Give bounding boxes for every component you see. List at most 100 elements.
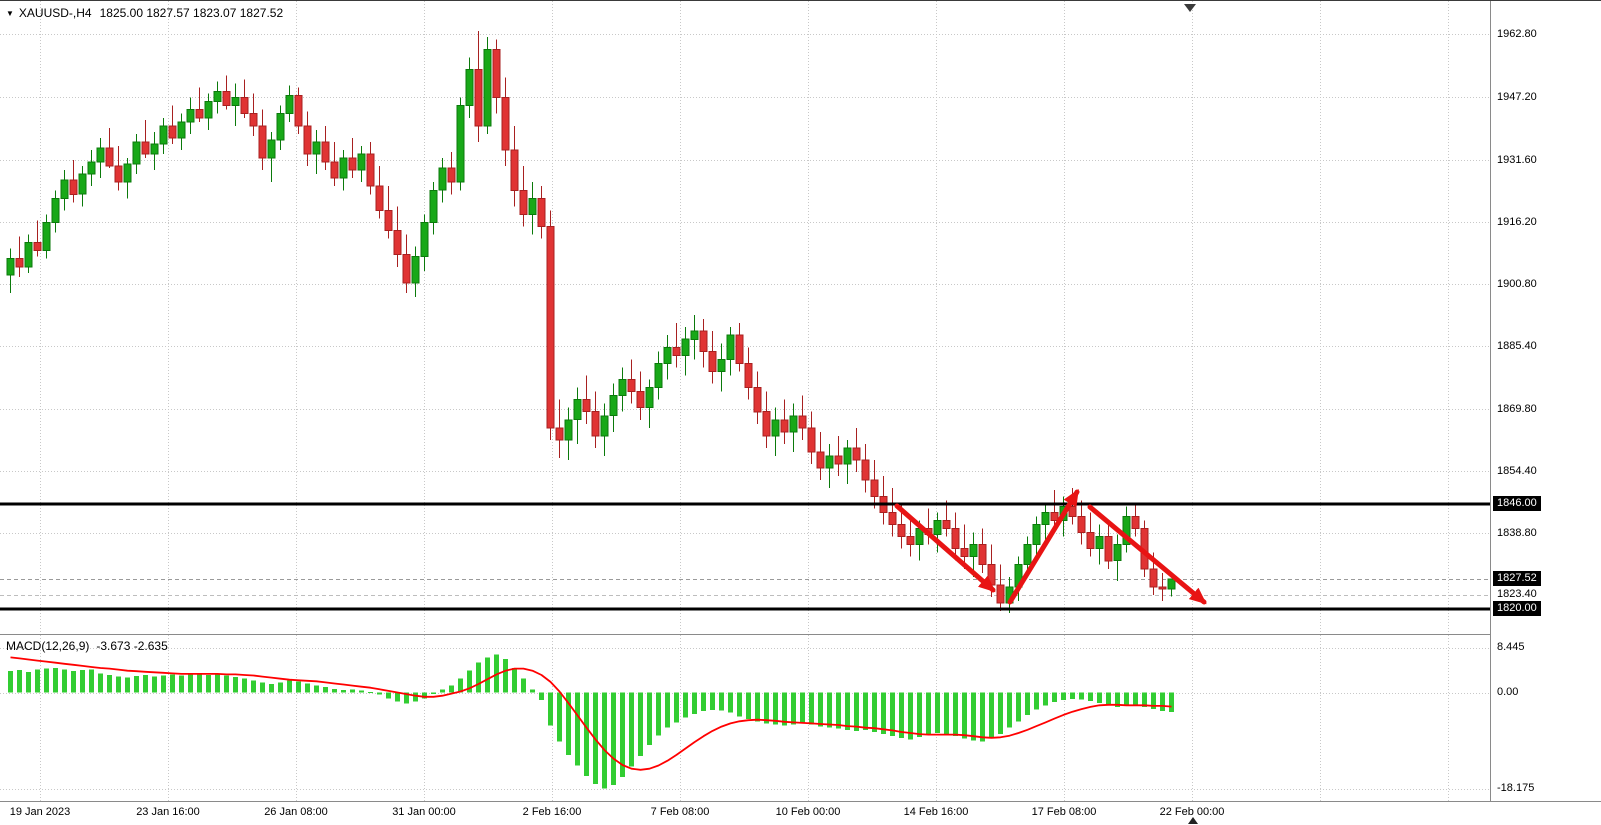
macd-bar <box>566 692 571 755</box>
resistance-1846-label: 1846.00 <box>1493 496 1541 512</box>
candle-body <box>249 113 258 127</box>
candle-body <box>393 230 402 256</box>
candle-body <box>555 427 564 441</box>
candle-body <box>726 334 735 360</box>
candle-body <box>708 350 717 372</box>
macd-bar <box>953 692 958 737</box>
time-axis[interactable]: 19 Jan 2023 23 Jan 16:00 26 Jan 08:00 31 Ja… <box>0 801 1601 825</box>
candle-body <box>177 121 186 139</box>
macd-values: -3.673 -2.635 <box>96 639 168 653</box>
macd-bar <box>539 692 544 700</box>
macd-bar <box>611 692 616 786</box>
macd-bar <box>881 692 886 735</box>
ohlc-values: 1825.00 1827.57 1823.07 1827.52 <box>99 6 284 20</box>
candle-body <box>573 399 582 421</box>
symbol-dropdown-icon[interactable]: ▼ <box>6 9 14 18</box>
macd-bar <box>674 692 679 723</box>
time-axis-label: 17 Feb 08:00 <box>1031 806 1097 818</box>
trend-arrow-2[interactable] <box>1007 489 1080 605</box>
price-chart-canvas[interactable] <box>0 1 1490 634</box>
candle-body <box>339 157 348 179</box>
candle-body <box>204 101 213 119</box>
candle-body <box>672 346 681 356</box>
macd-bar <box>899 692 904 738</box>
time-axis-label: 2 Feb 16:00 <box>522 806 582 818</box>
macd-bar <box>1124 692 1129 706</box>
macd-bar <box>782 692 787 726</box>
macd-bar <box>1160 692 1165 712</box>
macd-indicator-pane[interactable]: MACD(12,26,9) -3.673 -2.635 <box>0 634 1490 801</box>
candle-body <box>240 97 249 115</box>
chart-shift-marker-icon[interactable] <box>1184 4 1196 12</box>
macd-bar <box>80 670 85 693</box>
candle-body <box>645 387 654 409</box>
macd-bar <box>242 678 247 693</box>
macd-name: MACD(12,26,9) <box>6 639 90 653</box>
trend-arrow-1[interactable] <box>894 503 996 593</box>
macd-bar <box>188 674 193 693</box>
macd-bar <box>1142 692 1147 707</box>
candle-body <box>429 189 438 224</box>
candle-body <box>60 179 69 199</box>
macd-bar <box>827 692 832 728</box>
candle-body <box>510 149 519 191</box>
macd-bar <box>404 692 409 704</box>
candle-body <box>348 157 357 171</box>
candle-body <box>843 447 852 465</box>
macd-bar <box>107 675 112 693</box>
macd-bar <box>71 671 76 693</box>
macd-bar <box>1133 692 1138 705</box>
macd-canvas[interactable] <box>0 635 1490 801</box>
price-axis-label: 1947.20 <box>1497 90 1537 103</box>
chart-header: ▼ XAUUSD-,H4 1825.00 1827.57 1823.07 1827.… <box>6 6 283 20</box>
main-chart-pane[interactable]: ▼ XAUUSD-,H4 1825.00 1827.57 1823.07 1827.… <box>0 1 1490 634</box>
time-axis-label: 19 Jan 2023 <box>9 806 71 818</box>
macd-bar <box>359 690 364 693</box>
macd-bar <box>1151 692 1156 709</box>
candle-body <box>366 153 375 187</box>
macd-bar <box>476 662 481 693</box>
candle-body <box>96 147 105 163</box>
candle-body <box>1086 532 1095 550</box>
macd-bar <box>935 692 940 733</box>
macd-bar <box>647 692 652 746</box>
macd-bar <box>485 657 490 693</box>
candle-body <box>996 584 1005 604</box>
candle-body <box>1167 578 1176 590</box>
candle-body <box>474 69 483 127</box>
time-axis-label: 14 Feb 16:00 <box>903 806 969 818</box>
time-axis-label: 26 Jan 08:00 <box>264 806 328 818</box>
macd-bar <box>305 683 310 693</box>
macd-bar <box>980 692 985 742</box>
macd-bar <box>215 673 220 693</box>
macd-bar <box>35 669 40 693</box>
candle-body <box>591 411 600 437</box>
macd-axis-label: 8.445 <box>1497 640 1525 653</box>
candle-body <box>141 141 150 155</box>
macd-bar <box>692 692 697 714</box>
candle-body <box>1050 511 1059 521</box>
candle-body <box>159 125 168 145</box>
macd-bar <box>1007 692 1012 728</box>
candle-body <box>654 362 663 389</box>
candles <box>6 31 1176 614</box>
candle-body <box>816 451 825 469</box>
macd-bar <box>503 659 508 693</box>
candle-body <box>42 222 51 252</box>
candle-body <box>951 528 960 550</box>
macd-bar <box>8 671 13 693</box>
candle-body <box>888 511 897 525</box>
macd-bar <box>332 688 337 693</box>
macd-bar <box>755 692 760 722</box>
macd-bar <box>845 692 850 730</box>
macd-bar <box>737 692 742 717</box>
macd-bar <box>665 692 670 728</box>
candle-body <box>1032 524 1041 546</box>
candle-body <box>834 455 843 465</box>
price-axis[interactable]: 1962.80 1947.20 1931.60 1916.20 1900.80 1885.… <box>1490 1 1601 801</box>
trend-arrow-3[interactable] <box>1087 504 1207 605</box>
macd-bar <box>854 692 859 731</box>
main-grid <box>0 1 1490 634</box>
macd-bar <box>629 692 634 767</box>
candle-body <box>1077 515 1086 534</box>
